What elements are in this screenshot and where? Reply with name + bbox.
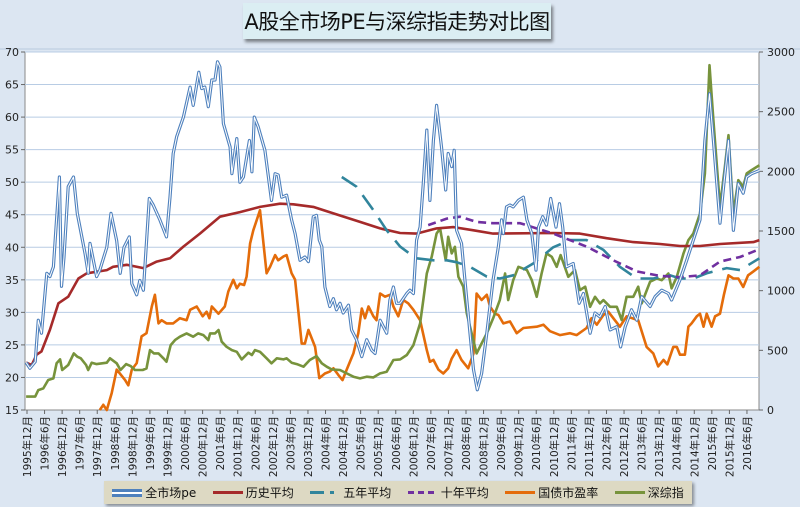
y-left-tick-label: 65: [5, 79, 19, 92]
x-tick-label: 1998年6月: [109, 416, 122, 470]
y-right-tick-label: 1500: [767, 225, 795, 238]
x-tick-label: 2010年12月: [548, 416, 561, 477]
y-right-tick-label: 500: [767, 344, 788, 357]
series-line-0-inner: [25, 61, 760, 391]
legend-swatch: [407, 491, 438, 494]
legend: 全市场pe 历史平均 五年平均 十年平均 国债市盈率 深综指: [104, 481, 692, 504]
x-tick-label: 1996年6月: [39, 416, 52, 470]
legend-label: 深综指: [647, 486, 684, 500]
x-tick-label: 2003年6月: [284, 416, 297, 470]
x-tick-label: 2003年12月: [302, 416, 315, 477]
legend-item-5y: 五年平均: [310, 484, 391, 501]
y-left-tick-label: 60: [5, 111, 19, 124]
x-tick-label: 2004年12月: [337, 416, 350, 477]
x-tick-label: 2001年12月: [232, 416, 245, 477]
x-tick-label: 1997年12月: [91, 416, 104, 477]
x-tick-label: 1999年6月: [144, 416, 157, 470]
series-line-3: [427, 215, 760, 279]
x-tick-label: 2004年6月: [320, 416, 333, 470]
y-right-tick-label: 1000: [767, 285, 795, 298]
series-line-1: [25, 202, 760, 367]
chart-title: A股全市场PE与深综指走势对比图: [244, 10, 550, 34]
legend-swatch: [505, 491, 536, 494]
legend-label: 历史平均: [245, 486, 294, 500]
legend-swatch: [112, 488, 143, 497]
y-right-tick-label: 3000: [767, 46, 795, 59]
y-right-tick-label: 2500: [767, 106, 795, 119]
x-tick-label: 2011年6月: [565, 416, 578, 470]
y-left-tick-label: 70: [5, 46, 19, 59]
x-tick-label: 2001年6月: [214, 416, 227, 470]
x-tick-label: 2002年12月: [267, 416, 280, 477]
x-tick-label: 2013年12月: [653, 416, 666, 477]
x-tick-label: 2007年6月: [425, 416, 438, 470]
series-line-2: [341, 175, 761, 280]
x-tick-label: 2002年6月: [249, 416, 262, 470]
x-tick-label: 2006年6月: [390, 416, 403, 470]
legend-item-bond: 国债市盈率: [505, 484, 598, 501]
x-tick-label: 2008年6月: [460, 416, 473, 470]
x-tick-label: 1997年6月: [74, 416, 87, 470]
legend-item-pe: 全市场pe: [112, 484, 196, 501]
y-right-tick-label: 2000: [767, 165, 795, 178]
legend-item-hist: 历史平均: [212, 484, 294, 501]
x-tick-label: 2012年6月: [600, 416, 613, 470]
y-left-tick-label: 30: [5, 306, 19, 319]
y-left-tick-label: 50: [5, 176, 19, 189]
legend-label: 五年平均: [343, 486, 392, 500]
x-tick-label: 1998年12月: [126, 416, 139, 477]
y-right-tick-label: 0: [767, 404, 774, 417]
legend-item-szindex: 深综指: [614, 484, 684, 501]
x-tick-label: 2013年6月: [636, 416, 649, 470]
x-tick-label: 2006年12月: [407, 416, 420, 477]
x-tick-label: 2016年6月: [741, 416, 754, 470]
y-left-tick-label: 45: [5, 209, 19, 222]
x-tick-label: 2015年6月: [706, 416, 719, 470]
legend-label: 国债市盈率: [538, 486, 599, 500]
x-tick-label: 2014年12月: [688, 416, 701, 477]
x-tick-label: 2009年6月: [495, 416, 508, 470]
legend-label: 全市场pe: [145, 486, 197, 500]
y-left-tick-label: 25: [5, 339, 19, 352]
series-line-5: [26, 63, 761, 398]
x-tick-label: 2010年6月: [530, 416, 543, 470]
x-tick-label: 1999年12月: [161, 416, 174, 477]
x-tick-label: 2014年6月: [671, 416, 684, 470]
chart-title-box: A股全市场PE与深综指走势对比图: [243, 3, 551, 39]
x-tick-label: 2008年12月: [478, 416, 491, 477]
x-tick-label: 2011年12月: [583, 416, 596, 477]
y-left-tick-label: 15: [5, 404, 19, 417]
x-tick-label: 2000年6月: [179, 416, 192, 470]
x-tick-label: 2005年12月: [372, 416, 385, 477]
x-tick-label: 2009年12月: [513, 416, 526, 477]
x-tick-label: 1996年12月: [56, 416, 69, 477]
x-tick-label: 2015年12月: [723, 416, 736, 477]
x-tick-label: 2007年12月: [442, 416, 455, 477]
series-line-4: [98, 208, 761, 412]
y-left-tick-label: 20: [5, 371, 19, 384]
legend-swatch: [310, 491, 341, 494]
legend-label: 十年平均: [440, 486, 489, 500]
x-tick-label: 2005年6月: [355, 416, 368, 470]
y-left-tick-label: 35: [5, 274, 19, 287]
legend-item-10y: 十年平均: [407, 484, 489, 501]
x-tick-label: 2012年12月: [618, 416, 631, 477]
y-left-tick-label: 55: [5, 144, 19, 157]
y-left-tick-label: 40: [5, 241, 19, 254]
x-tick-label: 2000年12月: [197, 416, 210, 477]
legend-swatch: [212, 491, 243, 494]
x-tick-label: 1995年12月: [21, 416, 34, 477]
legend-swatch: [614, 491, 645, 494]
